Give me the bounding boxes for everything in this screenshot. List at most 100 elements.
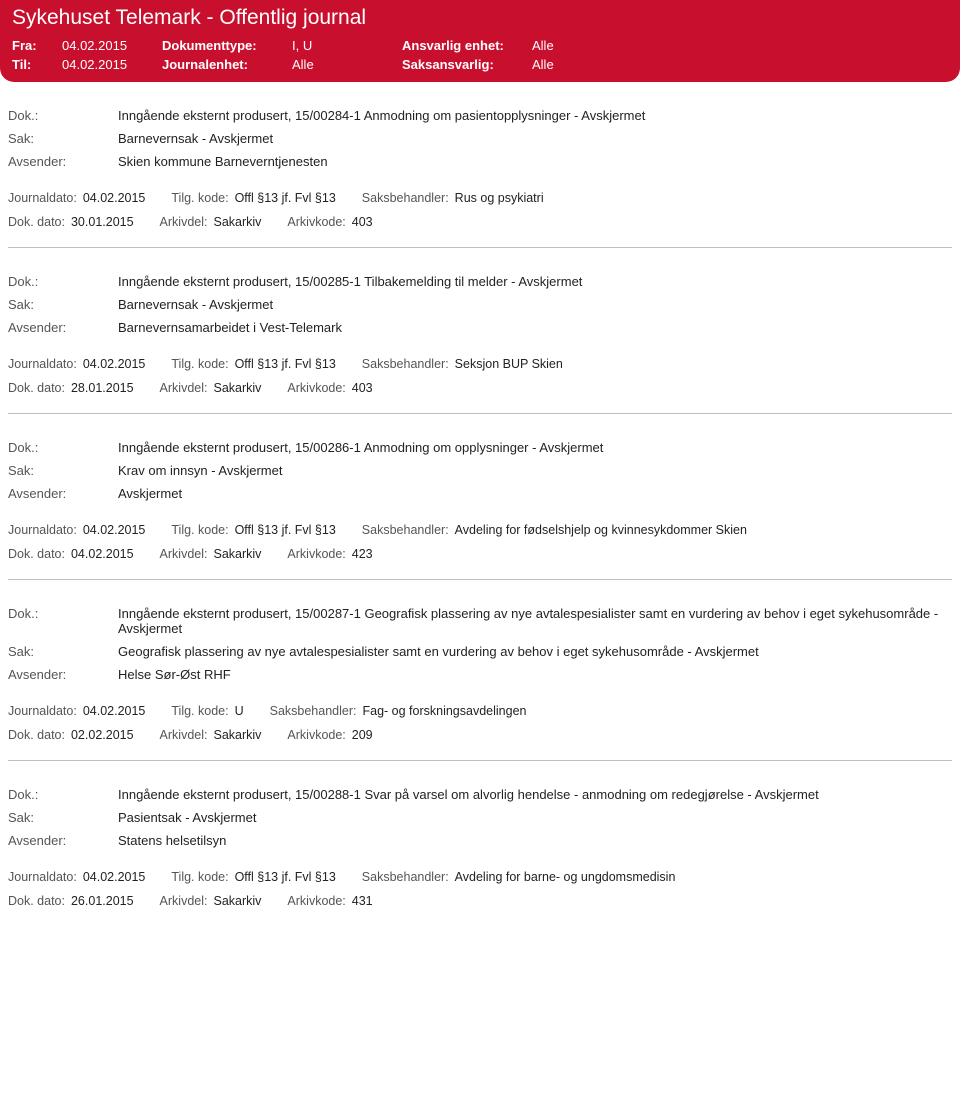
arkivkode-value: 423 — [352, 547, 373, 561]
dokdato-label: Dok. dato: — [8, 547, 65, 561]
tilgkode-value: Offl §13 jf. Fvl §13 — [235, 523, 336, 537]
dok-label: Dok.: — [8, 606, 118, 621]
saksbehandler-value: Seksjon BUP Skien — [455, 357, 563, 371]
dok-label: Dok.: — [8, 274, 118, 289]
journal-record: Dok.: Inngående eksternt produsert, 15/0… — [8, 414, 952, 580]
meta-row-1: Journaldato: 04.02.2015 Tilg. kode: Offl §… — [8, 523, 952, 537]
dok-label: Dok.: — [8, 108, 118, 123]
arkivdel-label: Arkivdel: — [160, 547, 208, 561]
avsender-value: Avskjermet — [118, 486, 952, 501]
saksbehandler-label: Saksbehandler: — [362, 191, 449, 205]
journaldato-value: 04.02.2015 — [83, 870, 146, 884]
sak-label: Sak: — [8, 810, 118, 825]
dok-value: Inngående eksternt produsert, 15/00284-1… — [118, 108, 952, 123]
sak-value: Krav om innsyn - Avskjermet — [118, 463, 952, 478]
sak-label: Sak: — [8, 131, 118, 146]
saksbehandler-value: Avdeling for barne- og ungdomsmedisin — [455, 870, 676, 884]
doc-type-value: I, U — [292, 36, 402, 55]
to-date: 04.02.2015 — [62, 55, 162, 74]
sak-value: Pasientsak - Avskjermet — [118, 810, 952, 825]
avsender-value: Helse Sør-Øst RHF — [118, 667, 952, 682]
dok-value: Inngående eksternt produsert, 15/00287-1… — [118, 606, 952, 636]
sak-value: Barnevernsak - Avskjermet — [118, 297, 952, 312]
arkivdel-value: Sakarkiv — [213, 728, 261, 742]
sak-label: Sak: — [8, 297, 118, 312]
sak-value: Barnevernsak - Avskjermet — [118, 131, 952, 146]
journaldato-label: Journaldato: — [8, 870, 77, 884]
saksbehandler-value: Avdeling for fødselshjelp og kvinnesykdo… — [455, 523, 747, 537]
resp-unit-label: Ansvarlig enhet: — [402, 36, 532, 55]
meta-row-2: Dok. dato:30.01.2015 Arkivdel:Sakarkiv A… — [8, 215, 952, 229]
journal-unit-value: Alle — [292, 55, 402, 74]
journal-record: Dok.: Inngående eksternt produsert, 15/0… — [8, 580, 952, 761]
tilgkode-label: Tilg. kode: — [171, 357, 228, 371]
arkivdel-value: Sakarkiv — [213, 215, 261, 229]
dok-value: Inngående eksternt produsert, 15/00286-1… — [118, 440, 952, 455]
journaldato-value: 04.02.2015 — [83, 191, 146, 205]
avsender-label: Avsender: — [8, 486, 118, 501]
dokdato-value: 26.01.2015 — [71, 894, 134, 908]
journal-unit-label: Journalenhet: — [162, 55, 292, 74]
journal-record: Dok.: Inngående eksternt produsert, 15/0… — [8, 82, 952, 248]
meta-row-1: Journaldato: 04.02.2015 Tilg. kode: Offl §… — [8, 357, 952, 371]
journaldato-label: Journaldato: — [8, 357, 77, 371]
avsender-label: Avsender: — [8, 154, 118, 169]
avsender-label: Avsender: — [8, 833, 118, 848]
journaldato-label: Journaldato: — [8, 704, 77, 718]
arkivkode-label: Arkivkode: — [287, 215, 345, 229]
arkivdel-value: Sakarkiv — [213, 894, 261, 908]
from-label: Fra: — [12, 36, 62, 55]
dokdato-value: 04.02.2015 — [71, 547, 134, 561]
journaldato-value: 04.02.2015 — [83, 704, 146, 718]
tilgkode-label: Tilg. kode: — [171, 523, 228, 537]
arkivdel-label: Arkivdel: — [160, 381, 208, 395]
arkivkode-value: 403 — [352, 381, 373, 395]
saksbehandler-value: Fag- og forskningsavdelingen — [362, 704, 526, 718]
arkivdel-label: Arkivdel: — [160, 215, 208, 229]
dokdato-label: Dok. dato: — [8, 381, 65, 395]
avsender-label: Avsender: — [8, 320, 118, 335]
sak-value: Geografisk plassering av nye avtalespesi… — [118, 644, 952, 659]
saksbehandler-label: Saksbehandler: — [362, 357, 449, 371]
arkivkode-value: 431 — [352, 894, 373, 908]
meta-row-2: Dok. dato: 04.02.2015 Arkivdel: Sakarkiv A… — [8, 547, 952, 561]
arkivkode-value: 209 — [352, 728, 373, 742]
dokdato-label: Dok. dato: — [8, 728, 65, 742]
sak-label: Sak: — [8, 644, 118, 659]
meta-row-2: Dok. dato:28.01.2015 Arkivdel:Sakarkiv A… — [8, 381, 952, 395]
arkivdel-label: Arkivdel: — [160, 894, 208, 908]
arkivkode-label: Arkivkode: — [287, 547, 345, 561]
tilgkode-value: Offl §13 jf. Fvl §13 — [235, 357, 336, 371]
saksbehandler-label: Saksbehandler: — [270, 704, 357, 718]
page-title: Sykehuset Telemark - Offentlig journal — [12, 6, 948, 30]
records-list: Dok.: Inngående eksternt produsert, 15/0… — [0, 82, 960, 926]
journal-record: Dok.: Inngående eksternt produsert, 15/0… — [8, 761, 952, 926]
meta-row-1: Journaldato: 04.02.2015 Tilg. kode: U Saks… — [8, 704, 952, 718]
dok-value: Inngående eksternt produsert, 15/00288-1… — [118, 787, 952, 802]
dok-label: Dok.: — [8, 787, 118, 802]
journaldato-value: 04.02.2015 — [83, 357, 146, 371]
dokdato-label: Dok. dato: — [8, 894, 65, 908]
arkivkode-label: Arkivkode: — [287, 894, 345, 908]
arkivkode-label: Arkivkode: — [287, 728, 345, 742]
page-header: Sykehuset Telemark - Offentlig journal F… — [0, 0, 960, 82]
case-resp-value: Alle — [532, 55, 592, 74]
tilgkode-label: Tilg. kode: — [171, 191, 228, 205]
tilgkode-value: Offl §13 jf. Fvl §13 — [235, 870, 336, 884]
tilgkode-value: U — [235, 704, 244, 718]
from-date: 04.02.2015 — [62, 36, 162, 55]
case-resp-label: Saksansvarlig: — [402, 55, 532, 74]
arkivkode-value: 403 — [352, 215, 373, 229]
dokdato-value: 30.01.2015 — [71, 215, 134, 229]
arkivkode-label: Arkivkode: — [287, 381, 345, 395]
dok-value: Inngående eksternt produsert, 15/00285-1… — [118, 274, 952, 289]
saksbehandler-label: Saksbehandler: — [362, 870, 449, 884]
journaldato-value: 04.02.2015 — [83, 523, 146, 537]
arkivdel-label: Arkivdel: — [160, 728, 208, 742]
journaldato-label: Journaldato: — [8, 523, 77, 537]
filter-rows: Fra: 04.02.2015 Dokumenttype: I, U Ansva… — [12, 36, 592, 74]
tilgkode-label: Tilg. kode: — [171, 704, 228, 718]
arkivdel-value: Sakarkiv — [213, 547, 261, 561]
dok-label: Dok.: — [8, 440, 118, 455]
resp-unit-value: Alle — [532, 36, 592, 55]
